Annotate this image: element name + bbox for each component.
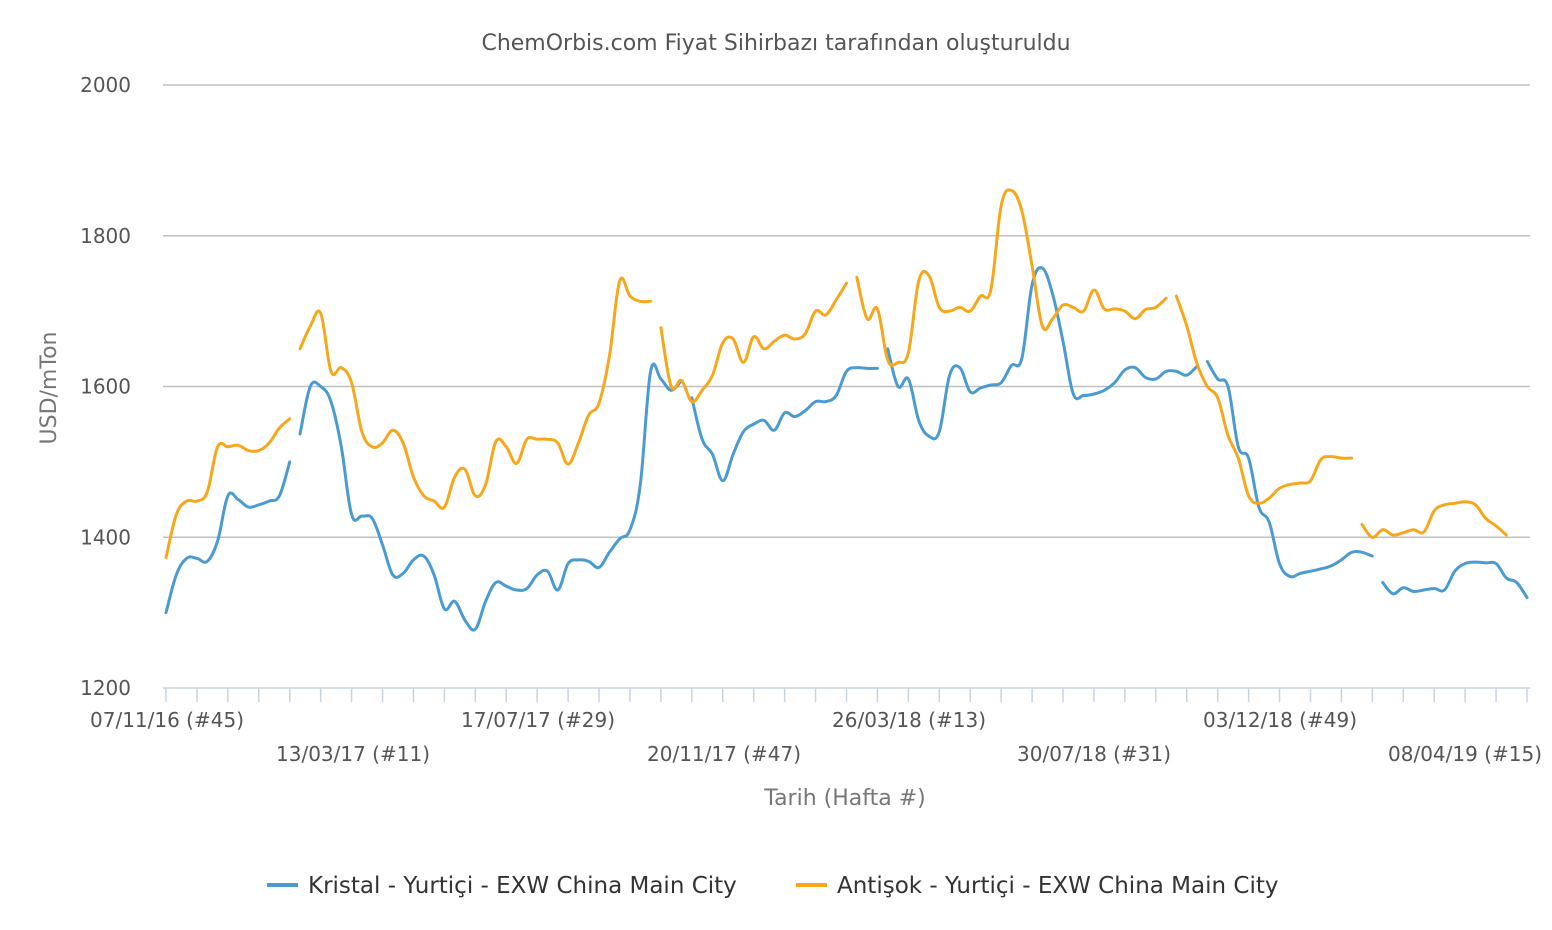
x-tick-label: 13/03/17 (#11) xyxy=(276,742,430,766)
y-axis-tick-labels: 2000 1800 1600 1400 1200 xyxy=(80,73,131,700)
y-tick-label: 1400 xyxy=(80,525,131,549)
series-line-segment xyxy=(659,281,848,404)
x-axis-title: Tarih (Hafta #) xyxy=(763,786,925,811)
y-axis-title: USD/mTon xyxy=(37,332,62,445)
x-tick-label: 17/07/17 (#29) xyxy=(461,708,615,732)
y-tick-label: 1200 xyxy=(80,676,131,700)
y-tick-label: 1600 xyxy=(80,375,131,399)
x-tick-label: 20/11/17 (#47) xyxy=(647,742,801,766)
series-line-segment xyxy=(886,266,1199,441)
x-tick-label: 08/04/19 (#15) xyxy=(1388,742,1542,766)
legend: Kristal - Yurtiçi - EXW China Main City A… xyxy=(267,873,1278,899)
legend-label: Antişok - Yurtiçi - EXW China Main City xyxy=(837,873,1278,899)
legend-item[interactable]: Kristal - Yurtiçi - EXW China Main City xyxy=(267,873,737,899)
series-line-segment xyxy=(1381,560,1529,599)
y-tick-label: 2000 xyxy=(80,73,131,97)
series-line-segment xyxy=(1205,360,1374,579)
legend-label: Kristal - Yurtiçi - EXW China Main City xyxy=(308,873,737,899)
chart-title: ChemOrbis.com Fiyat Sihirbazı tarafından… xyxy=(481,31,1070,56)
series-kristal xyxy=(164,266,1529,632)
x-tick-label: 03/12/18 (#49) xyxy=(1203,708,1357,732)
y-tick-label: 1800 xyxy=(80,224,131,248)
series-line-segment xyxy=(164,417,292,560)
series-line-segment xyxy=(855,188,1168,367)
x-tick-label: 30/07/18 (#31) xyxy=(1017,742,1171,766)
series-line-segment xyxy=(298,362,683,632)
series-lines xyxy=(164,188,1529,632)
series-line-segment xyxy=(690,366,879,483)
x-tick-label: 07/11/16 (#45) xyxy=(90,708,244,732)
legend-item[interactable]: Antişok - Yurtiçi - EXW China Main City xyxy=(796,873,1278,899)
x-tick-label: 26/03/18 (#13) xyxy=(832,708,986,732)
series-line-segment xyxy=(298,276,653,510)
series-line-segment xyxy=(164,460,292,615)
series-antisok xyxy=(164,188,1508,560)
gridlines xyxy=(163,84,1530,538)
x-axis: 07/11/16 (#45) 13/03/17 (#11) 17/07/17 (#2… xyxy=(90,687,1542,766)
series-line-segment xyxy=(1360,500,1508,539)
series-line-segment xyxy=(1174,294,1354,505)
